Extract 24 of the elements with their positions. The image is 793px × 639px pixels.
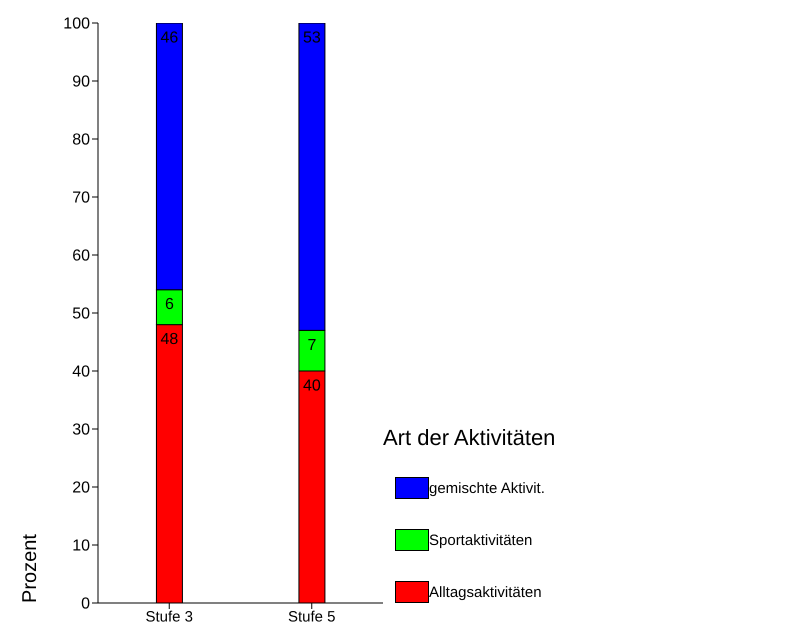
y-tick-label: 90 xyxy=(72,74,90,91)
y-tick-label: 40 xyxy=(72,364,90,381)
y-tick-label: 100 xyxy=(63,16,90,33)
y-tick-label: 30 xyxy=(72,422,90,439)
y-tick-label: 50 xyxy=(72,306,90,323)
legend-label: gemischte Aktivit. xyxy=(429,480,545,496)
y-tick-label: 0 xyxy=(81,596,90,613)
data-label: 48 xyxy=(160,330,178,348)
legend-label: Sportaktivitäten xyxy=(429,532,532,548)
x-tick-label: Stufe 5 xyxy=(288,608,336,626)
data-label: 40 xyxy=(303,377,321,394)
data-label: 53 xyxy=(303,29,321,46)
y-tick-label: 80 xyxy=(72,132,90,149)
legend-label: Alltagsaktivitäten xyxy=(429,584,542,600)
data-label: 7 xyxy=(307,336,316,354)
y-axis-title: Prozent xyxy=(19,534,41,603)
y-tick-label: 10 xyxy=(72,538,90,555)
x-tick-label: Stufe 3 xyxy=(145,608,194,626)
data-label: 6 xyxy=(164,296,174,314)
y-tick-label: 70 xyxy=(72,190,90,207)
legend-title: Art der Aktivitäten xyxy=(383,425,556,451)
data-label: 46 xyxy=(160,29,178,46)
y-tick-label: 60 xyxy=(72,248,90,265)
y-tick-label: 20 xyxy=(72,480,90,497)
